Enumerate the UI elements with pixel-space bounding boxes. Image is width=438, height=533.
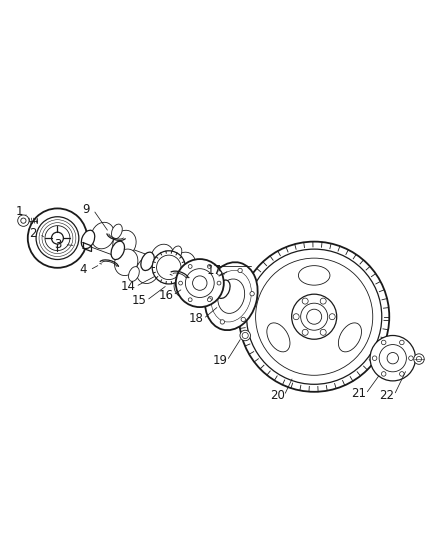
Ellipse shape xyxy=(171,246,182,261)
Ellipse shape xyxy=(267,323,290,352)
Text: 2: 2 xyxy=(29,227,36,240)
Circle shape xyxy=(152,251,185,284)
Text: 9: 9 xyxy=(82,203,90,216)
Circle shape xyxy=(188,264,192,269)
Circle shape xyxy=(36,217,79,260)
Ellipse shape xyxy=(218,279,245,313)
Circle shape xyxy=(372,356,377,360)
Circle shape xyxy=(329,314,335,320)
Ellipse shape xyxy=(201,274,214,293)
Circle shape xyxy=(247,249,382,384)
Polygon shape xyxy=(86,234,226,295)
Text: 15: 15 xyxy=(132,294,147,307)
Circle shape xyxy=(300,303,328,330)
Circle shape xyxy=(208,298,211,302)
Text: 18: 18 xyxy=(189,312,204,325)
Text: 16: 16 xyxy=(158,289,173,302)
Circle shape xyxy=(220,320,225,324)
Circle shape xyxy=(188,298,192,302)
Circle shape xyxy=(28,208,87,268)
Circle shape xyxy=(217,271,221,275)
Circle shape xyxy=(208,296,212,301)
Circle shape xyxy=(302,329,308,335)
Circle shape xyxy=(399,372,404,376)
Ellipse shape xyxy=(114,249,138,276)
Ellipse shape xyxy=(136,257,159,284)
Circle shape xyxy=(179,281,183,285)
Ellipse shape xyxy=(128,266,139,281)
Circle shape xyxy=(239,241,389,392)
Text: 21: 21 xyxy=(351,387,366,400)
Circle shape xyxy=(176,259,224,307)
Circle shape xyxy=(256,258,373,375)
Ellipse shape xyxy=(111,241,124,260)
Ellipse shape xyxy=(141,252,154,271)
Ellipse shape xyxy=(112,224,122,239)
Text: 22: 22 xyxy=(380,389,395,402)
Circle shape xyxy=(417,357,422,362)
Circle shape xyxy=(302,298,308,304)
Text: 3: 3 xyxy=(54,238,61,251)
Circle shape xyxy=(250,292,254,296)
Ellipse shape xyxy=(205,262,258,330)
Circle shape xyxy=(414,354,424,364)
Ellipse shape xyxy=(113,230,136,257)
Circle shape xyxy=(208,264,211,269)
Ellipse shape xyxy=(339,323,361,352)
Text: 1: 1 xyxy=(15,205,23,219)
Circle shape xyxy=(241,317,245,321)
Text: 14: 14 xyxy=(121,280,136,293)
Circle shape xyxy=(292,294,337,339)
Ellipse shape xyxy=(174,271,198,297)
Circle shape xyxy=(387,352,399,364)
Ellipse shape xyxy=(171,263,184,281)
Circle shape xyxy=(242,333,248,338)
Circle shape xyxy=(370,335,416,381)
Circle shape xyxy=(320,298,326,304)
Circle shape xyxy=(379,344,406,372)
Ellipse shape xyxy=(91,222,114,249)
Circle shape xyxy=(217,281,221,285)
Circle shape xyxy=(399,340,404,345)
Circle shape xyxy=(240,330,251,341)
Text: 4: 4 xyxy=(79,263,87,277)
Circle shape xyxy=(238,268,242,273)
Circle shape xyxy=(185,269,214,297)
Text: 17: 17 xyxy=(206,264,221,277)
Ellipse shape xyxy=(188,288,199,303)
Ellipse shape xyxy=(151,244,174,271)
Ellipse shape xyxy=(81,230,95,248)
Circle shape xyxy=(320,329,326,335)
Ellipse shape xyxy=(196,279,219,305)
Circle shape xyxy=(193,276,207,290)
Circle shape xyxy=(21,218,26,223)
Ellipse shape xyxy=(172,252,196,279)
Circle shape xyxy=(18,215,29,227)
Circle shape xyxy=(293,314,299,320)
Circle shape xyxy=(45,225,70,251)
Circle shape xyxy=(307,309,321,324)
Text: 20: 20 xyxy=(270,389,285,402)
Circle shape xyxy=(409,356,413,360)
Text: 19: 19 xyxy=(212,354,227,367)
Circle shape xyxy=(381,372,386,376)
Circle shape xyxy=(52,232,64,244)
Circle shape xyxy=(381,340,386,345)
Ellipse shape xyxy=(298,265,330,285)
Ellipse shape xyxy=(217,280,230,298)
Circle shape xyxy=(156,255,181,280)
